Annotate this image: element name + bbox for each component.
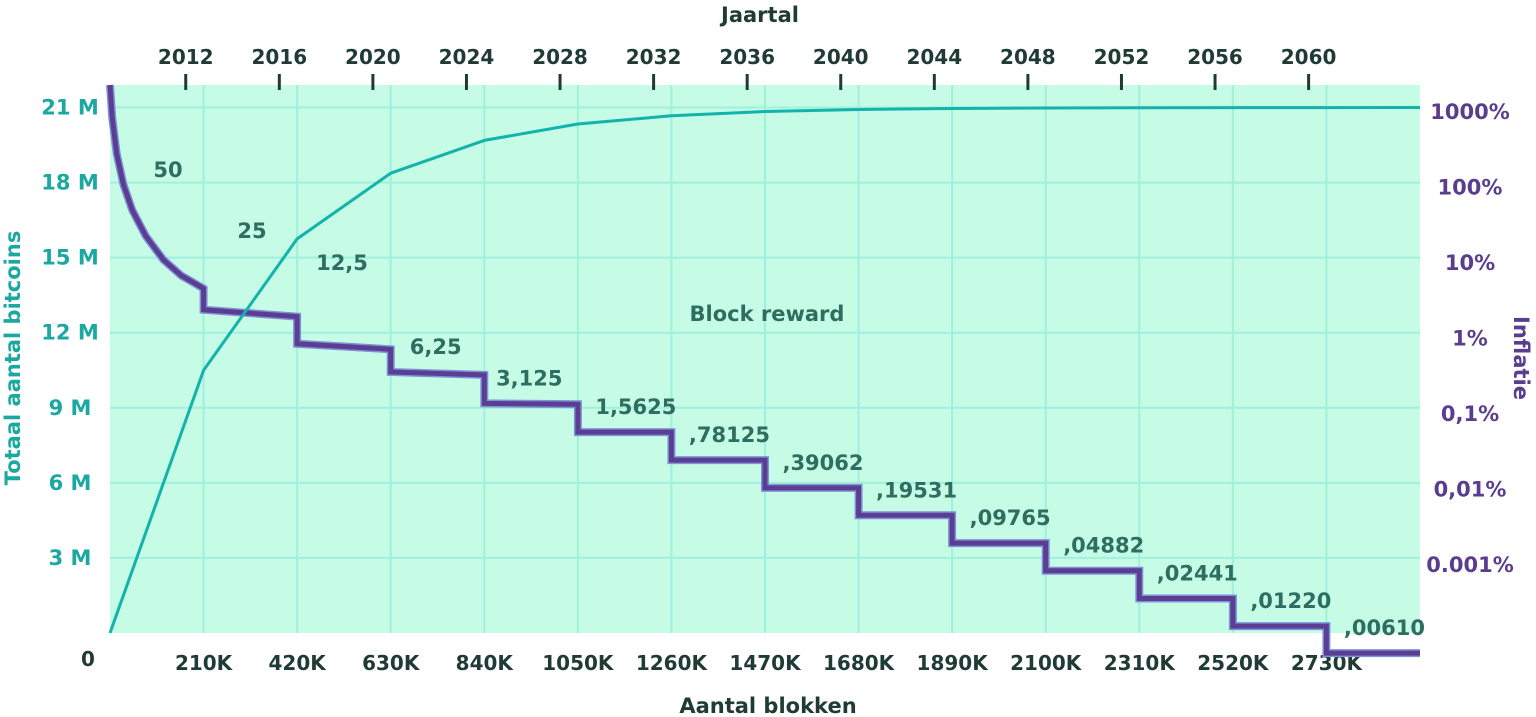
x-tick-label: 2310K	[1104, 651, 1177, 675]
reward-label: ,00610	[1344, 616, 1425, 640]
x-tick-label: 2100K	[1010, 651, 1083, 675]
top-tick-label: 2016	[251, 45, 307, 69]
reward-label: ,01220	[1250, 589, 1331, 613]
x-tick-label: 1050K	[542, 651, 615, 675]
reward-label: ,04882	[1063, 534, 1144, 558]
x-tick-label: 630K	[362, 651, 421, 675]
right-y-tick-label: 0.001%	[1426, 553, 1513, 577]
top-tick-label: 2048	[1000, 45, 1056, 69]
left-y-axis-ticks: 3 M 6 M 9 M 12 M 15 M 18 M 21 M	[41, 96, 98, 570]
reward-label: ,19531	[876, 478, 957, 502]
block-reward-annotation: Block reward	[690, 302, 845, 326]
inflation-line	[107, 84, 1420, 656]
x-tick-label: 1470K	[729, 651, 802, 675]
left-y-tick-label: 3 M	[49, 546, 92, 570]
right-y-axis-ticks: 1000% 100% 10% 1% 0,1% 0,01% 0.001%	[1426, 100, 1513, 577]
x-tick-label: 0	[81, 647, 95, 671]
reward-label: 1,5625	[595, 395, 676, 419]
x-tick-label: 1260K	[636, 651, 709, 675]
top-tick-label: 2052	[1094, 45, 1150, 69]
left-y-tick-label: 15 M	[41, 246, 98, 270]
reward-label: ,39062	[782, 451, 863, 475]
left-y-tick-label: 21 M	[41, 96, 98, 120]
reward-label: ,78125	[689, 423, 770, 447]
reward-label: 6,25	[410, 335, 462, 359]
left-y-tick-label: 12 M	[41, 321, 98, 345]
right-y-tick-label: 1000%	[1430, 100, 1510, 124]
x-axis-title: Aantal blokken	[679, 694, 856, 717]
top-year-ticks: 2012 2016 2020 2024 2028 2032 2036 2040 2044 2048…	[158, 45, 1337, 90]
top-tick-label: 2040	[813, 45, 869, 69]
x-tick-label: 1890K	[917, 651, 990, 675]
supply-line	[108, 106, 1421, 634]
x-tick-label: 210K	[175, 651, 234, 675]
right-y-tick-label: 10%	[1445, 251, 1495, 275]
top-tick-label: 2028	[532, 45, 588, 69]
reward-label: 12,5	[316, 251, 368, 275]
top-tick-label: 2012	[158, 45, 214, 69]
reward-label: 3,125	[496, 366, 562, 390]
left-y-tick-label: 9 M	[49, 396, 92, 420]
left-y-tick-label: 6 M	[49, 471, 92, 495]
series-layer	[106, 84, 1421, 658]
top-tick-label: 2020	[345, 45, 401, 69]
right-y-axis-title: Inflatie	[1509, 316, 1533, 400]
right-y-tick-label: 0,01%	[1434, 478, 1507, 502]
x-tick-label: 2520K	[1197, 651, 1270, 675]
top-tick-label: 2044	[906, 45, 962, 69]
top-tick-label: 2024	[439, 45, 495, 69]
top-axis-title: Jaartal	[719, 3, 799, 27]
top-tick-label: 2032	[626, 45, 682, 69]
right-y-tick-label: 0,1%	[1441, 402, 1499, 426]
x-tick-label: 840K	[456, 651, 515, 675]
top-tick-label: 2036	[719, 45, 775, 69]
top-tick-label: 2060	[1281, 45, 1337, 69]
x-axis-ticks: 0 210K 420K 630K 840K 1050K 1260K 1470K 1680K 189…	[81, 647, 1363, 675]
left-y-tick-label: 18 M	[41, 171, 98, 195]
reward-label: 50	[153, 158, 182, 182]
right-y-tick-label: 100%	[1438, 176, 1503, 200]
reward-label: ,02441	[1157, 561, 1238, 585]
x-tick-label: 1680K	[823, 651, 896, 675]
reward-labels: 50 25 12,5 6,25 3,125 1,5625 ,78125 ,39062 ,1953…	[153, 158, 1425, 640]
x-tick-label: 420K	[269, 651, 328, 675]
reward-label: ,09765	[970, 506, 1051, 530]
reward-label: 25	[237, 219, 266, 243]
right-y-tick-label: 1%	[1452, 327, 1488, 351]
top-tick-label: 2056	[1187, 45, 1243, 69]
left-y-axis-title: Totaal aantal bitcoins	[1, 231, 25, 486]
